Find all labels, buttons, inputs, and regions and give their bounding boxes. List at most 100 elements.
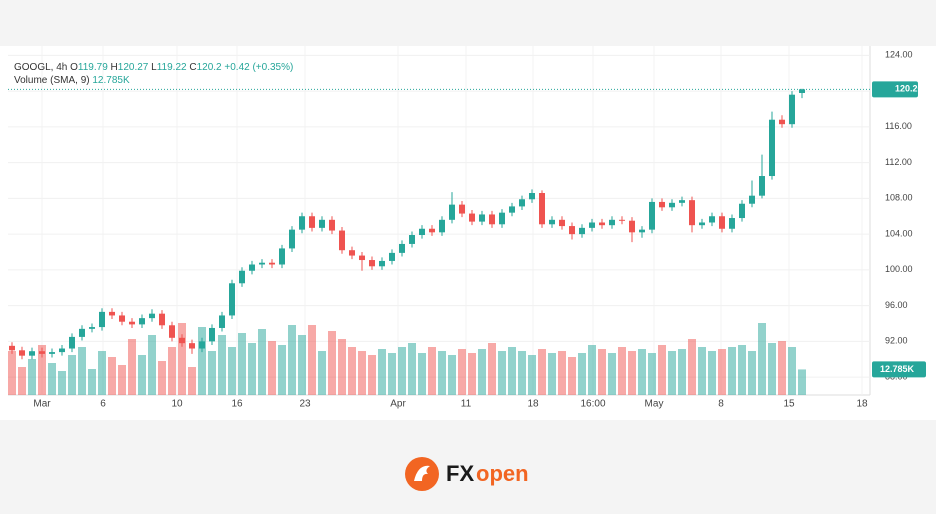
candle-body xyxy=(779,119,785,125)
volume-bar xyxy=(38,345,46,395)
candle-body xyxy=(229,283,235,316)
volume-bar xyxy=(158,361,166,395)
volume-bar xyxy=(778,341,786,395)
volume-bar xyxy=(718,349,726,395)
volume-bar xyxy=(328,331,336,395)
volume-bar xyxy=(598,349,606,395)
volume-bar xyxy=(488,343,496,395)
candle-body xyxy=(709,216,715,223)
volume-bar xyxy=(708,351,716,395)
volume-bar xyxy=(438,351,446,395)
volume-title: Volume (SMA, 9) xyxy=(14,75,90,86)
volume-bar xyxy=(188,367,196,395)
candle-body xyxy=(39,351,45,354)
volume-bar xyxy=(568,357,576,395)
volume-bar xyxy=(318,351,326,395)
volume-bar xyxy=(668,351,676,395)
logo-open: open xyxy=(476,461,529,486)
volume-bar xyxy=(508,347,516,395)
candle-body xyxy=(539,193,545,225)
x-tick-label: 16 xyxy=(231,399,243,410)
legend-value: 120.2 xyxy=(197,62,222,73)
candle-body xyxy=(739,203,745,219)
candle-body xyxy=(389,252,395,261)
candle-body xyxy=(529,193,535,200)
volume-bar xyxy=(28,359,36,395)
x-tick-label: 18 xyxy=(527,399,539,410)
candle-body xyxy=(199,341,205,349)
volume-bar xyxy=(728,347,736,395)
volume-bar xyxy=(108,357,116,395)
volume-bar xyxy=(208,351,216,395)
candle-body xyxy=(719,216,725,229)
candle-body xyxy=(79,328,85,337)
volume-bar xyxy=(428,347,436,395)
candle-body xyxy=(439,219,445,233)
candle-body xyxy=(589,222,595,228)
legend-label: O xyxy=(70,62,78,73)
candle-body xyxy=(269,262,275,265)
candle-body xyxy=(219,315,225,328)
last-price-label: 120.20 xyxy=(895,84,923,94)
candle-body xyxy=(289,229,295,249)
volume-bar xyxy=(128,339,136,395)
volume-bar xyxy=(758,323,766,395)
chart-card: 88.0092.0096.00100.00104.00108.00112.001… xyxy=(0,46,936,420)
volume-bar xyxy=(268,341,276,395)
volume-bar xyxy=(358,351,366,395)
candle-body xyxy=(99,311,105,328)
legend-value: 119.79 xyxy=(78,62,108,73)
candle-body xyxy=(179,337,185,344)
candle-body xyxy=(119,315,125,322)
candle-body xyxy=(609,219,615,226)
volume-bar xyxy=(748,351,756,395)
volume-bar xyxy=(688,339,696,395)
volume-bar xyxy=(658,345,666,395)
volume-bar xyxy=(638,349,646,395)
candle-body xyxy=(69,336,75,349)
candle-body xyxy=(569,226,575,235)
legend-label: C xyxy=(189,62,196,73)
candle-body xyxy=(639,229,645,233)
volume-bar xyxy=(398,347,406,395)
legend-label: H xyxy=(111,62,118,73)
volume-bar xyxy=(528,355,536,395)
candle-body xyxy=(759,176,765,196)
volume-bar xyxy=(408,343,416,395)
candle-body xyxy=(249,264,255,271)
candle-body xyxy=(359,255,365,261)
volume-bar xyxy=(458,349,466,395)
candle-body xyxy=(799,89,805,93)
candle-body xyxy=(89,327,95,329)
volume-value: 12.785K xyxy=(92,75,130,86)
volume-bar xyxy=(258,329,266,395)
candle-body xyxy=(789,94,795,125)
volume-bar xyxy=(8,351,16,395)
volume-bar xyxy=(98,351,106,395)
volume-bar xyxy=(118,365,126,395)
x-tick-label: 11 xyxy=(461,399,472,410)
candle-body xyxy=(579,227,585,235)
candle-body xyxy=(349,250,355,256)
candle-body xyxy=(769,119,775,177)
candle-body xyxy=(149,313,155,319)
volume-tag-label: 12.785K xyxy=(880,364,915,374)
legend-item: +0.42 (+0.35%) xyxy=(224,62,293,73)
legend-value: 120.27 xyxy=(118,62,149,73)
candle-body xyxy=(509,206,515,213)
candle-body xyxy=(59,348,65,353)
candle-body xyxy=(499,212,505,225)
y-tick-label: 112.00 xyxy=(885,157,912,167)
y-tick-label: 92.00 xyxy=(885,336,908,346)
candle-body xyxy=(159,313,165,326)
candle-body xyxy=(399,243,405,253)
y-tick-label: 104.00 xyxy=(885,228,913,238)
candle-body xyxy=(519,199,525,207)
volume-bar xyxy=(378,349,386,395)
volume-bar xyxy=(138,355,146,395)
volume-bar xyxy=(18,367,26,395)
candle-body xyxy=(749,195,755,204)
legend-line: GOOGL, 4h O119.79 H120.27 L119.22 C120.2… xyxy=(14,62,293,73)
x-tick-label: 23 xyxy=(299,399,311,410)
